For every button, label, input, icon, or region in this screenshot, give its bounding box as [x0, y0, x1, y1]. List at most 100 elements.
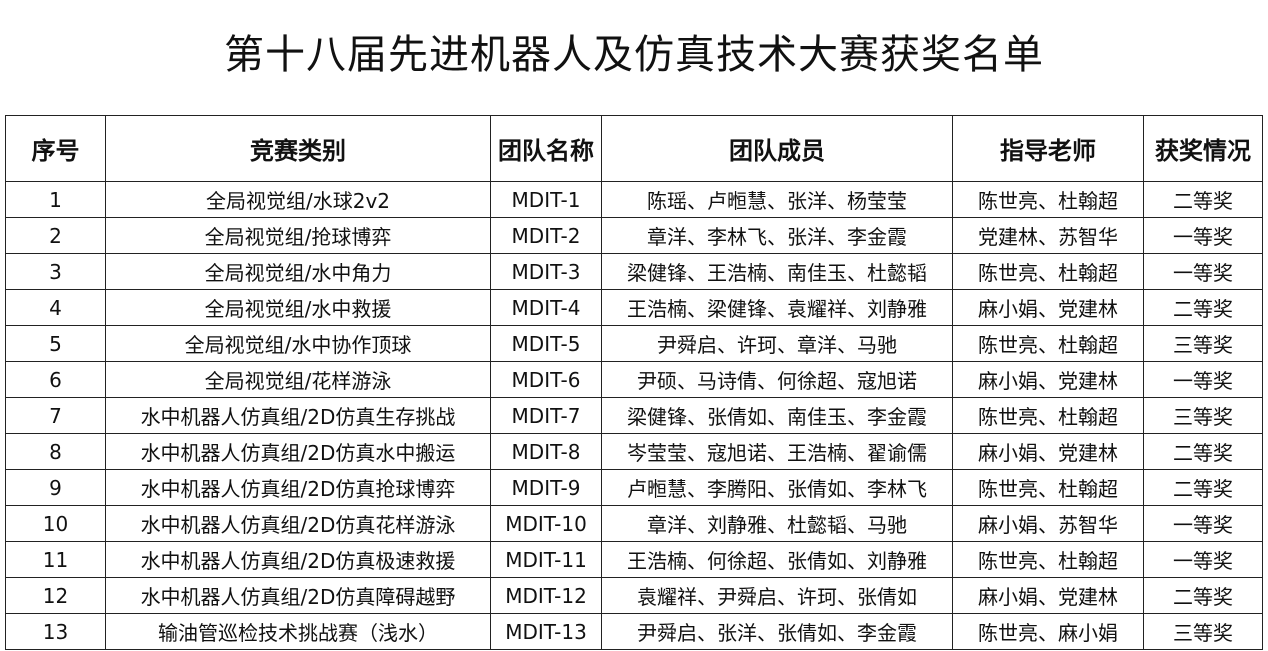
cell-col-award: 一等奖	[1143, 217, 1263, 254]
table-row: 2 全局视觉组/抢球博弈 MDIT-2 章洋、李林飞、张洋、李金霞 党建林、苏智华 一等奖	[5, 217, 1263, 254]
cell-col-index: 5	[5, 325, 106, 362]
cell-col-team-name: MDIT-5	[490, 325, 602, 362]
cell-col-category: 全局视觉组/水中角力	[105, 253, 491, 290]
cell-col-members: 梁健锋、张倩如、南佳玉、李金霞	[601, 397, 953, 434]
cell-col-index: 2	[5, 217, 106, 254]
cell-col-team-name: MDIT-3	[490, 253, 602, 290]
cell-col-members: 梁健锋、王浩楠、南佳玉、杜懿韬	[601, 253, 953, 290]
cell-col-category: 水中机器人仿真组/2D仿真障碍越野	[105, 577, 491, 614]
header-col-category: 竞赛类别	[105, 115, 491, 182]
cell-col-team-name: MDIT-9	[490, 469, 602, 506]
cell-col-advisors: 党建林、苏智华	[952, 217, 1144, 254]
cell-col-members: 章洋、刘静雅、杜懿韬、马驰	[601, 505, 953, 542]
cell-col-index: 9	[5, 469, 106, 506]
cell-col-advisors: 麻小娟、党建林	[952, 433, 1144, 470]
cell-col-award: 二等奖	[1143, 469, 1263, 506]
cell-col-index: 8	[5, 433, 106, 470]
cell-col-index: 13	[5, 613, 106, 650]
table-row: 9 水中机器人仿真组/2D仿真抢球博弈 MDIT-9 卢暅慧、李腾阳、张倩如、李林飞陈…	[5, 469, 1263, 506]
cell-col-award: 三等奖	[1143, 325, 1263, 362]
cell-col-advisors: 陈世亮、杜翰超	[952, 253, 1144, 290]
cell-col-category: 水中机器人仿真组/2D仿真生存挑战	[105, 397, 491, 434]
cell-col-advisors: 麻小娟、苏智华	[952, 505, 1144, 542]
cell-col-index: 10	[5, 505, 106, 542]
cell-col-members: 尹舜启、张洋、张倩如、李金霞	[601, 613, 953, 650]
cell-col-team-name: MDIT-4	[490, 289, 602, 326]
cell-col-category: 全局视觉组/水中协作顶球	[105, 325, 491, 362]
cell-col-category: 水中机器人仿真组/2D仿真水中搬运	[105, 433, 491, 470]
cell-col-team-name: MDIT-12	[490, 577, 602, 614]
header-col-team-name: 团队名称	[490, 115, 602, 182]
cell-col-category: 水中机器人仿真组/2D仿真花样游泳	[105, 505, 491, 542]
cell-col-award: 二等奖	[1143, 181, 1263, 218]
cell-col-members: 岑莹莹、寇旭诺、王浩楠、翟谕儒	[601, 433, 953, 470]
cell-col-team-name: MDIT-11	[490, 541, 602, 578]
cell-col-members: 卢暅慧、李腾阳、张倩如、李林飞	[601, 469, 953, 506]
cell-col-award: 一等奖	[1143, 505, 1263, 542]
table-row: 6 全局视觉组/花样游泳 MDIT-6 尹硕、马诗倩、何徐超、寇旭诺 麻小娟、党建林 一等…	[5, 361, 1263, 398]
cell-col-index: 4	[5, 289, 106, 326]
table-row: 3 全局视觉组/水中角力 MDIT-3 梁健锋、王浩楠、南佳玉、杜懿韬 陈世亮、杜翰超一…	[5, 253, 1263, 290]
cell-col-award: 一等奖	[1143, 541, 1263, 578]
cell-col-index: 12	[5, 577, 106, 614]
cell-col-award: 三等奖	[1143, 613, 1263, 650]
cell-col-index: 1	[5, 181, 106, 218]
cell-col-advisors: 陈世亮、杜翰超	[952, 325, 1144, 362]
cell-col-category: 全局视觉组/水中救援	[105, 289, 491, 326]
cell-col-advisors: 陈世亮、杜翰超	[952, 541, 1144, 578]
cell-col-members: 章洋、李林飞、张洋、李金霞	[601, 217, 953, 254]
table-row: 10 水中机器人仿真组/2D仿真花样游泳 MDIT-10 章洋、刘静雅、杜懿韬、马驰麻…	[5, 505, 1263, 542]
cell-col-advisors: 陈世亮、杜翰超	[952, 469, 1144, 506]
cell-col-index: 3	[5, 253, 106, 290]
cell-col-category: 全局视觉组/抢球博弈	[105, 217, 491, 254]
cell-col-team-name: MDIT-8	[490, 433, 602, 470]
cell-col-team-name: MDIT-6	[490, 361, 602, 398]
table-row: 1 全局视觉组/水球2v2 MDIT-1 陈瑶、卢暅慧、张洋、杨莹莹 陈世亮、杜翰超 二等…	[5, 181, 1263, 218]
cell-col-advisors: 陈世亮、麻小娟	[952, 613, 1144, 650]
header-col-index: 序号	[5, 115, 106, 182]
cell-col-team-name: MDIT-1	[490, 181, 602, 218]
cell-col-index: 7	[5, 397, 106, 434]
cell-col-team-name: MDIT-7	[490, 397, 602, 434]
cell-col-award: 二等奖	[1143, 289, 1263, 326]
cell-col-members: 王浩楠、何徐超、张倩如、刘静雅	[601, 541, 953, 578]
cell-col-index: 6	[5, 361, 106, 398]
document-title: 第十八届先进机器人及仿真技术大赛获奖名单	[224, 32, 1044, 78]
cell-col-award: 三等奖	[1143, 397, 1263, 434]
cell-col-advisors: 陈世亮、杜翰超	[952, 397, 1144, 434]
cell-col-category: 全局视觉组/水球2v2	[105, 181, 491, 218]
table-row: 11 水中机器人仿真组/2D仿真极速救援 MDIT-11 王浩楠、何徐超、张倩如、刘静…	[5, 541, 1263, 578]
cell-col-team-name: MDIT-13	[490, 613, 602, 650]
cell-col-members: 袁耀祥、尹舜启、许珂、张倩如	[601, 577, 953, 614]
header-col-members: 团队成员	[601, 115, 953, 182]
cell-col-advisors: 陈世亮、杜翰超	[952, 181, 1144, 218]
cell-col-team-name: MDIT-10	[490, 505, 602, 542]
cell-col-award: 一等奖	[1143, 361, 1263, 398]
cell-col-award: 二等奖	[1143, 433, 1263, 470]
header-row: 序号 竞赛类别 团队名称 团队成员 指导老师 获奖情况	[5, 115, 1263, 182]
cell-col-category: 全局视觉组/花样游泳	[105, 361, 491, 398]
cell-col-category: 输油管巡检技术挑战赛（浅水）	[105, 613, 491, 650]
cell-col-advisors: 麻小娟、党建林	[952, 577, 1144, 614]
cell-col-team-name: MDIT-2	[490, 217, 602, 254]
header-col-award: 获奖情况	[1143, 115, 1263, 182]
cell-col-advisors: 麻小娟、党建林	[952, 289, 1144, 326]
table-row: 5 全局视觉组/水中协作顶球 MDIT-5 尹舜启、许珂、章洋、马驰 陈世亮、杜翰超 三等…	[5, 325, 1263, 362]
table-row: 13 输油管巡检技术挑战赛（浅水） MDIT-13 尹舜启、张洋、张倩如、李金霞 陈世亮…	[5, 613, 1263, 650]
cell-col-members: 王浩楠、梁健锋、袁耀祥、刘静雅	[601, 289, 953, 326]
cell-col-index: 11	[5, 541, 106, 578]
cell-col-members: 尹硕、马诗倩、何徐超、寇旭诺	[601, 361, 953, 398]
cell-col-award: 二等奖	[1143, 577, 1263, 614]
table-row: 7 水中机器人仿真组/2D仿真生存挑战 MDIT-7 梁健锋、张倩如、南佳玉、李金霞陈…	[5, 397, 1263, 434]
header-col-advisors: 指导老师	[952, 115, 1144, 182]
award-table: 序号 竞赛类别 团队名称 团队成员 指导老师 获奖情况 1 全局视觉组/水球2v2 MDIT-…	[5, 115, 1263, 650]
cell-col-advisors: 麻小娟、党建林	[952, 361, 1144, 398]
cell-col-category: 水中机器人仿真组/2D仿真抢球博弈	[105, 469, 491, 506]
table-row: 12 水中机器人仿真组/2D仿真障碍越野 MDIT-12 袁耀祥、尹舜启、许珂、张倩如…	[5, 577, 1263, 614]
table-row: 8 水中机器人仿真组/2D仿真水中搬运 MDIT-8 岑莹莹、寇旭诺、王浩楠、翟谕儒麻…	[5, 433, 1263, 470]
table-row: 4 全局视觉组/水中救援 MDIT-4 王浩楠、梁健锋、袁耀祥、刘静雅 麻小娟、党建林二…	[5, 289, 1263, 326]
cell-col-award: 一等奖	[1143, 253, 1263, 290]
cell-col-members: 尹舜启、许珂、章洋、马驰	[601, 325, 953, 362]
cell-col-category: 水中机器人仿真组/2D仿真极速救援	[105, 541, 491, 578]
cell-col-members: 陈瑶、卢暅慧、张洋、杨莹莹	[601, 181, 953, 218]
